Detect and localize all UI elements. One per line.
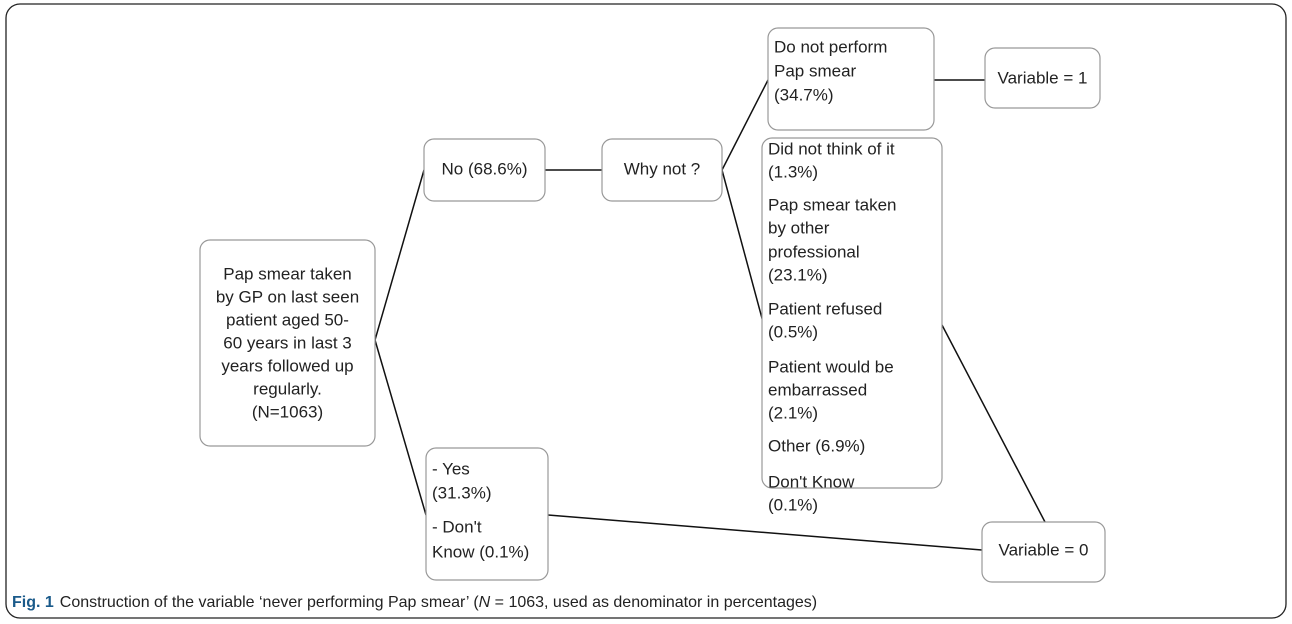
node-box bbox=[984, 47, 1101, 109]
node-text: No (68.6%) bbox=[442, 159, 528, 178]
node-text: (0.5%) bbox=[768, 322, 818, 341]
node-text: Patient would be bbox=[768, 357, 894, 376]
node-text: (23.1%) bbox=[768, 265, 828, 284]
node-text: Variable = 0 bbox=[999, 540, 1089, 559]
node-text: (34.7%) bbox=[774, 85, 834, 104]
node-text: years followed up bbox=[221, 356, 353, 375]
edge bbox=[374, 169, 425, 341]
node-box bbox=[981, 521, 1106, 583]
node-text: (N=1063) bbox=[252, 402, 323, 421]
node-text: (2.1%) bbox=[768, 403, 818, 422]
caption-italic: N bbox=[479, 594, 491, 611]
node-text: - Don't bbox=[432, 517, 482, 536]
node-text: Variable = 1 bbox=[998, 68, 1088, 87]
edge bbox=[721, 79, 769, 171]
caption-label: Fig. 1 bbox=[12, 594, 54, 611]
edge bbox=[547, 514, 983, 551]
node-text: Why not ? bbox=[624, 159, 701, 178]
node-text: by GP on last seen bbox=[216, 287, 359, 306]
node-box bbox=[423, 138, 546, 202]
node-box bbox=[601, 138, 723, 202]
node-text: patient aged 50- bbox=[226, 310, 349, 329]
node-box bbox=[767, 27, 935, 131]
caption-text: Construction of the variable ‘never perf… bbox=[60, 594, 480, 611]
node-box bbox=[761, 137, 943, 489]
frame bbox=[5, 3, 1287, 619]
edge bbox=[941, 324, 1046, 523]
node-text: Pap smear bbox=[774, 61, 857, 80]
edge bbox=[721, 169, 764, 323]
node-text: Other (6.9%) bbox=[768, 436, 865, 455]
node-box bbox=[199, 239, 376, 447]
node-text: embarrassed bbox=[768, 380, 867, 399]
edges bbox=[374, 79, 1046, 551]
node-text: by other bbox=[768, 218, 830, 237]
node-text: Pap smear taken bbox=[223, 264, 352, 283]
caption: Fig. 1 Construction of the variable ‘neve… bbox=[12, 594, 817, 611]
node-text: (0.1%) bbox=[768, 495, 818, 514]
node-text: Patient refused bbox=[768, 299, 882, 318]
node-text: Pap smear taken bbox=[768, 195, 897, 214]
node-text: Do not perform bbox=[774, 37, 887, 56]
node-text: (1.3%) bbox=[768, 162, 818, 181]
node-text: (31.3%) bbox=[432, 483, 492, 502]
node-text: Know (0.1%) bbox=[432, 542, 529, 561]
node-box bbox=[425, 447, 549, 581]
caption-text: = 1063, used as denominator in percentag… bbox=[490, 594, 817, 611]
node-text: - Yes bbox=[432, 459, 470, 478]
nodes: Pap smear taken by GP on last seen patient… bbox=[199, 27, 1106, 583]
edge bbox=[374, 339, 427, 516]
node-text: professional bbox=[768, 242, 860, 261]
node-text: Did not think of it bbox=[768, 139, 895, 158]
node-text: Don't Know bbox=[768, 472, 855, 491]
node-text: 60 years in last 3 bbox=[223, 333, 352, 352]
node-text: regularly. bbox=[253, 379, 322, 398]
